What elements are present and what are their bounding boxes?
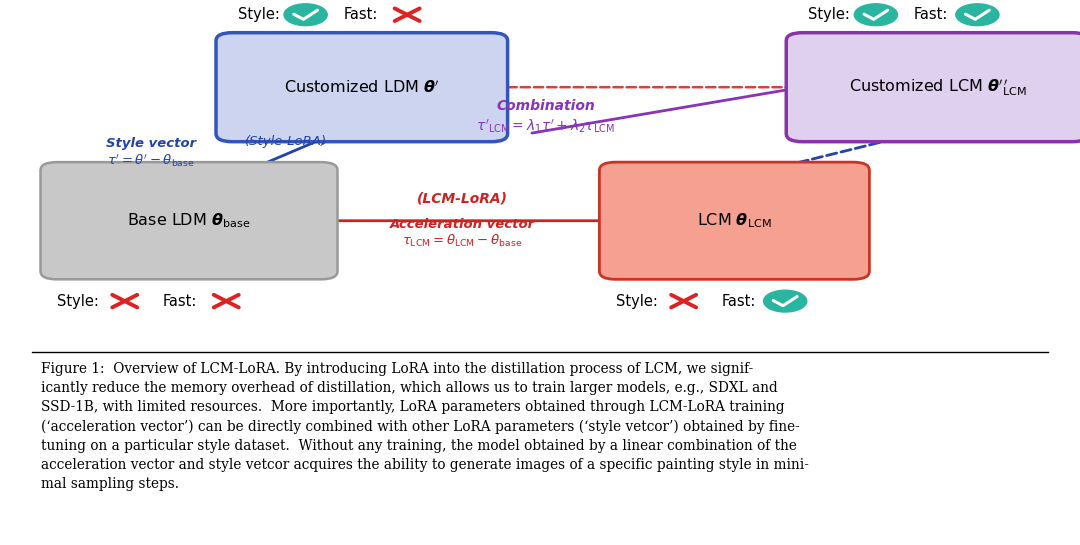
Text: Customized LCM $\boldsymbol{\theta}'^{\,\prime}_{\mathrm{LCM}}$: Customized LCM $\boldsymbol{\theta}'^{\,… — [849, 76, 1026, 98]
Text: Fast:: Fast: — [914, 7, 948, 22]
Circle shape — [764, 290, 807, 312]
Text: Base LDM $\boldsymbol{\theta}_{\mathrm{base}}$: Base LDM $\boldsymbol{\theta}_{\mathrm{b… — [127, 211, 251, 230]
FancyBboxPatch shape — [216, 33, 508, 142]
Text: Combination: Combination — [496, 99, 595, 113]
Text: Style vector
$\tau' = \theta' - \theta_{\mathrm{base}}$: Style vector $\tau' = \theta' - \theta_{… — [106, 137, 197, 168]
FancyBboxPatch shape — [599, 162, 869, 280]
Text: Acceleration vector
$\tau_{\mathrm{LCM}} = \theta_{\mathrm{LCM}} - \theta_{\math: Acceleration vector $\tau_{\mathrm{LCM}}… — [390, 217, 535, 249]
FancyBboxPatch shape — [40, 162, 337, 280]
Circle shape — [854, 4, 897, 26]
Text: Style:: Style: — [238, 7, 280, 22]
Text: (Style-LoRA): (Style-LoRA) — [245, 135, 327, 148]
Text: Style:: Style: — [56, 294, 98, 308]
Text: Style:: Style: — [808, 7, 850, 22]
Text: $\tau'_{\mathrm{LCM}} = \lambda_1 \tau' + \lambda_2 \tau_{\mathrm{LCM}}$: $\tau'_{\mathrm{LCM}} = \lambda_1 \tau' … — [476, 118, 615, 135]
Text: (LCM-LoRA): (LCM-LoRA) — [417, 191, 508, 205]
Text: Customized LDM $\boldsymbol{\theta}'$: Customized LDM $\boldsymbol{\theta}'$ — [284, 78, 440, 96]
Text: LCM $\boldsymbol{\theta}_{\mathrm{LCM}}$: LCM $\boldsymbol{\theta}_{\mathrm{LCM}}$ — [697, 211, 772, 230]
Text: Fast:: Fast: — [721, 294, 756, 308]
Circle shape — [956, 4, 999, 26]
Text: Fast:: Fast: — [162, 294, 197, 308]
Text: Style:: Style: — [616, 294, 658, 308]
FancyBboxPatch shape — [786, 33, 1080, 142]
Text: Fast:: Fast: — [343, 7, 378, 22]
Text: Figure 1:  Overview of LCM-LoRA. By introducing LoRA into the distillation proce: Figure 1: Overview of LCM-LoRA. By intro… — [41, 362, 809, 490]
Circle shape — [284, 4, 327, 26]
